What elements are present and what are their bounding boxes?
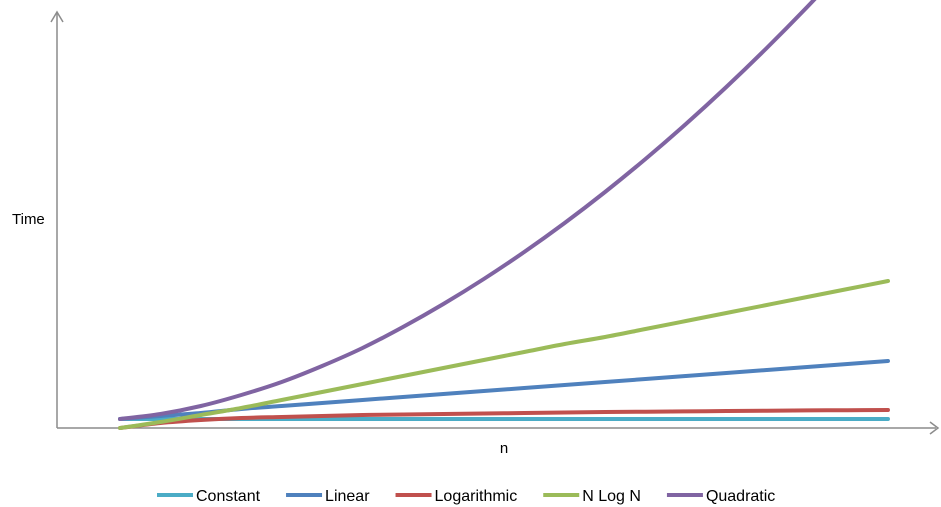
- legend: Constant Linear Logarithmic N Log N Quadrati…: [157, 488, 775, 505]
- legend-item-quadratic: Quadratic: [666, 488, 775, 505]
- legend-label: Logarithmic: [435, 488, 518, 505]
- legend-item-logarithmic: Logarithmic: [395, 488, 518, 505]
- series-line-logarithmic: [118, 408, 890, 430]
- y-axis-label: Time: [12, 211, 45, 228]
- legend-item-linear: Linear: [286, 488, 370, 505]
- legend-label: Constant: [196, 488, 261, 505]
- legend-label: Linear: [325, 488, 370, 505]
- series-group: [118, 0, 890, 430]
- axes: [50, 10, 940, 435]
- series-line-quadratic: [118, 0, 817, 421]
- y-axis-arrow-icon: [50, 10, 64, 23]
- legend-item-n-log-n: N Log N: [543, 488, 641, 505]
- legend-label: Quadratic: [706, 488, 775, 505]
- x-axis-arrow-icon: [929, 421, 940, 435]
- legend-item-constant: Constant: [157, 488, 261, 505]
- x-axis-label: n: [500, 440, 508, 457]
- series-line-n-log-n: [118, 279, 890, 430]
- legend-label: N Log N: [582, 488, 641, 505]
